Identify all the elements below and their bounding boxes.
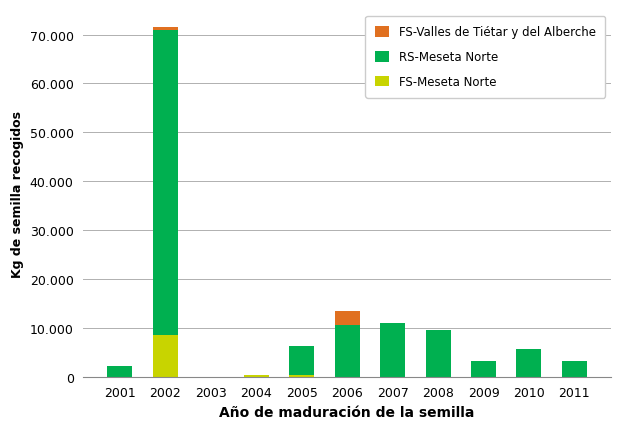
Bar — [425, 330, 450, 377]
Bar — [562, 362, 587, 377]
Y-axis label: Kg de semilla recogidos: Kg de semilla recogidos — [11, 111, 24, 277]
Bar — [108, 366, 132, 377]
Bar — [471, 361, 496, 377]
Bar — [380, 323, 405, 377]
Bar — [153, 28, 178, 31]
Bar — [153, 31, 178, 335]
X-axis label: Año de maduración de la semilla: Año de maduración de la semilla — [220, 405, 475, 419]
Bar — [244, 375, 269, 377]
Bar — [153, 335, 178, 377]
Bar — [289, 375, 314, 377]
Bar — [289, 347, 314, 375]
Legend: FS-Valles de Tiétar y del Alberche, RS-Meseta Norte, FS-Meseta Norte: FS-Valles de Tiétar y del Alberche, RS-M… — [366, 17, 605, 98]
Bar — [516, 349, 542, 377]
Bar — [335, 311, 360, 326]
Bar — [335, 326, 360, 377]
